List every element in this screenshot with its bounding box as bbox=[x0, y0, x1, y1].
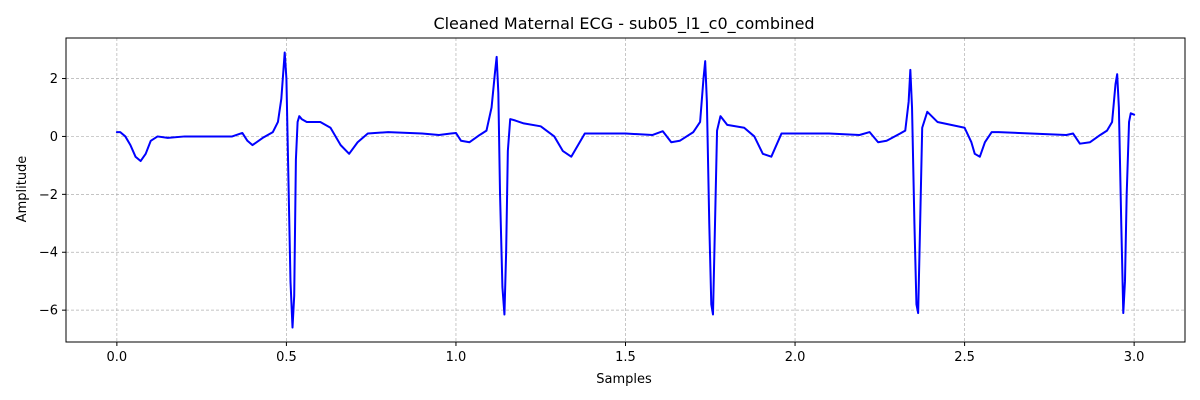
x-tick-label: 1.5 bbox=[615, 350, 636, 365]
x-tick-label: 2.0 bbox=[785, 350, 806, 365]
x-axis-label: Samples bbox=[596, 372, 652, 387]
x-tick-label: 1.0 bbox=[446, 350, 467, 365]
x-tick-label: 0.0 bbox=[107, 350, 128, 365]
axis-ticks: 0.0 0.5 1.0 1.5 2.0 2.5 3.0 −6 −4 −2 0 2 bbox=[39, 72, 1145, 365]
ecg-series-line bbox=[115, 51, 1136, 329]
y-axis-label: Amplitude bbox=[15, 156, 30, 223]
y-tick-label: −6 bbox=[39, 304, 58, 319]
grid-lines bbox=[66, 38, 1185, 342]
x-tick-label: 0.5 bbox=[276, 350, 297, 365]
y-tick-label: 0 bbox=[50, 130, 58, 145]
chart-title: Cleaned Maternal ECG - sub05_l1_c0_combi… bbox=[433, 14, 814, 34]
y-tick-label: 2 bbox=[50, 72, 58, 87]
x-tick-label: 3.0 bbox=[1124, 350, 1145, 365]
y-tick-label: −4 bbox=[39, 246, 58, 261]
x-tick-label: 2.5 bbox=[954, 350, 975, 365]
y-tick-label: −2 bbox=[39, 188, 58, 203]
